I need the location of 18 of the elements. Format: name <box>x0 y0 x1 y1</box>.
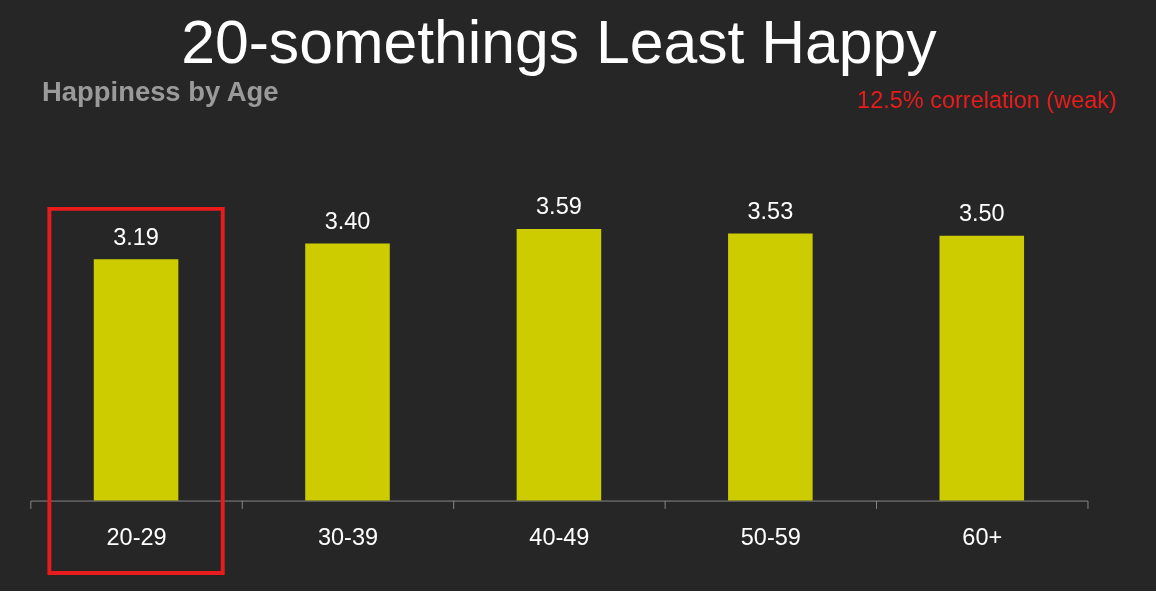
data-label: 3.59 <box>536 193 582 220</box>
x-tick-label: 40-49 <box>529 524 590 551</box>
bar <box>305 243 390 501</box>
bar <box>93 259 179 501</box>
bar <box>516 229 602 501</box>
x-tick-label: 60+ <box>962 524 1003 551</box>
data-label: 3.50 <box>958 200 1005 227</box>
chart-subtitle: Happiness by Age <box>42 76 279 108</box>
x-tick-label: 50-59 <box>740 524 801 551</box>
bar <box>728 233 813 501</box>
data-label: 3.19 <box>113 223 159 250</box>
data-label: 3.40 <box>324 207 371 234</box>
text: 12.5% correlation (weak) <box>857 87 1117 114</box>
bar <box>939 235 1025 501</box>
chart-title: 20-somethings Least Happy <box>181 8 938 77</box>
x-tick-label: 20-29 <box>106 524 167 551</box>
data-label: 3.53 <box>747 197 794 224</box>
x-tick-label: 30-39 <box>317 524 379 551</box>
